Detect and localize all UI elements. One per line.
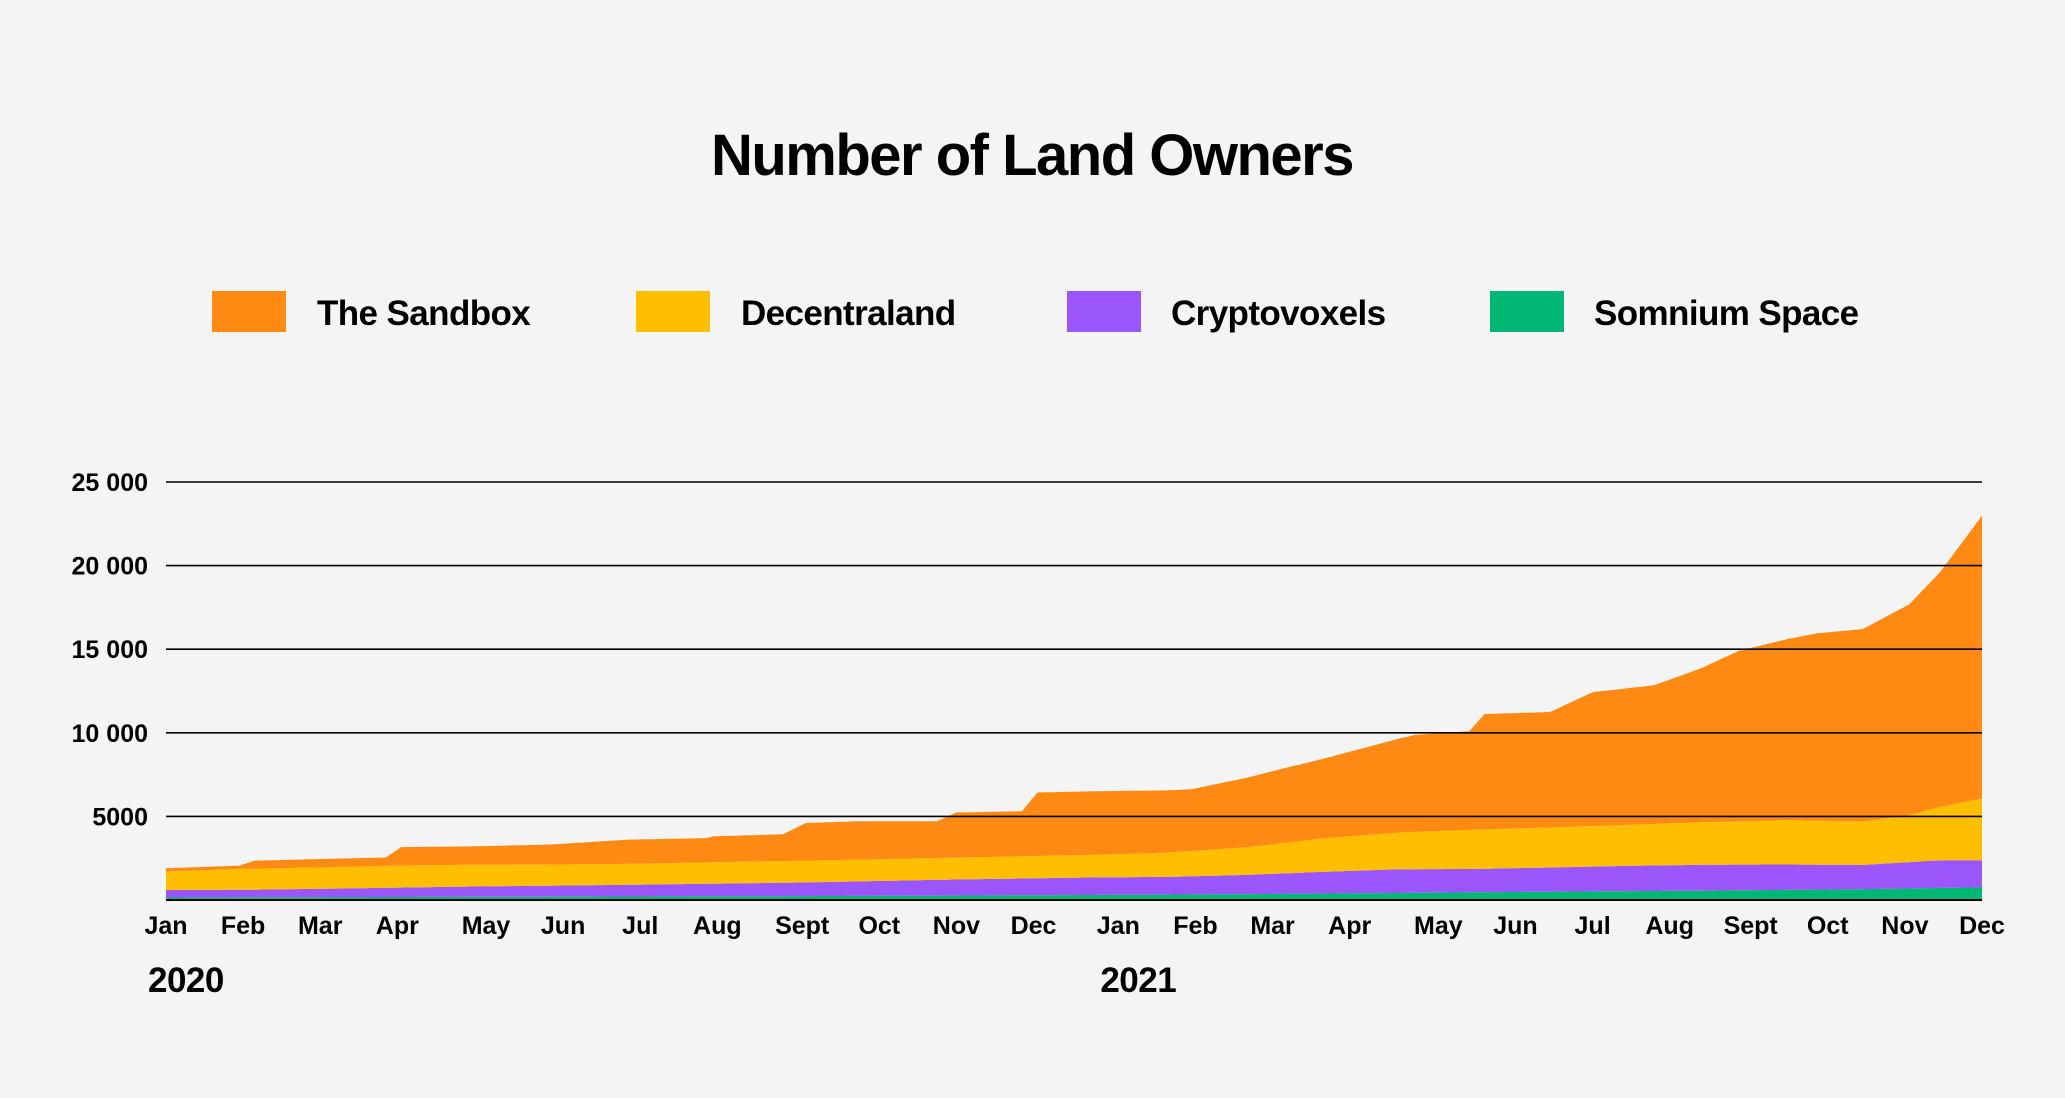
area-decentraland (166, 798, 1982, 890)
legend-swatch-decentraland (636, 291, 710, 332)
area-the-sandbox (166, 515, 1982, 872)
legend-swatch-cryptovoxels (1067, 291, 1141, 332)
area-somnium-space (166, 887, 1982, 900)
x-tick-label: Nov (1881, 912, 1928, 940)
x-tick-label: Apr (376, 912, 419, 940)
y-tick-label: 20 000 (72, 553, 148, 581)
x-tick-label: Sept (1724, 912, 1779, 940)
legend-label-somnium-space: Somnium Space (1594, 294, 1859, 333)
x-tick-label: Jan (144, 912, 187, 940)
x-axis-ticks: Jan Feb Mar Apr May Jun Jul Aug Sept Oct Nov Dec Jan… (144, 912, 2005, 940)
x-tick-label: Aug (1645, 912, 1694, 940)
year-label: 2020 (148, 961, 224, 1000)
x-tick-label: May (462, 912, 511, 940)
x-tick-label: May (1414, 912, 1463, 940)
year-labels: 2020 2021 (148, 961, 1177, 1000)
x-tick-label: Nov (933, 912, 980, 940)
chart-title: Number of Land Owners (711, 123, 1353, 188)
legend-label-decentraland: Decentraland (741, 294, 956, 333)
x-tick-label: Oct (858, 912, 900, 940)
x-tick-label: Mar (298, 912, 343, 940)
x-tick-label: Sept (775, 912, 830, 940)
year-label: 2021 (1100, 961, 1176, 1000)
x-tick-label: Jun (541, 912, 585, 940)
x-tick-label: Jun (1493, 912, 1537, 940)
legend-swatch-the-sandbox (212, 291, 286, 332)
y-axis-ticks: 5000 10 000 15 000 20 000 25 000 (72, 469, 148, 831)
x-tick-label: Feb (1173, 912, 1217, 940)
legend: The Sandbox Decentraland Cryptovoxels So… (212, 291, 1859, 333)
legend-label-cryptovoxels: Cryptovoxels (1171, 294, 1386, 333)
y-tick-label: 10 000 (72, 720, 148, 748)
legend-swatch-somnium-space (1490, 291, 1564, 332)
x-tick-label: Jan (1097, 912, 1140, 940)
x-tick-label: Jul (1575, 912, 1611, 940)
x-tick-label: Oct (1807, 912, 1849, 940)
x-tick-label: Jul (622, 912, 658, 940)
y-tick-label: 5000 (92, 803, 148, 831)
gridlines (166, 481, 1982, 901)
x-tick-label: Feb (221, 912, 265, 940)
area-cryptovoxels (166, 860, 1982, 898)
x-tick-label: Apr (1328, 912, 1371, 940)
y-tick-label: 25 000 (72, 469, 148, 497)
legend-label-the-sandbox: The Sandbox (317, 294, 531, 333)
x-tick-label: Dec (1959, 912, 2005, 940)
x-tick-label: Aug (693, 912, 742, 940)
x-tick-label: Dec (1011, 912, 1057, 940)
y-tick-label: 15 000 (72, 636, 148, 664)
stacked-areas (166, 515, 1982, 900)
x-tick-label: Mar (1250, 912, 1295, 940)
